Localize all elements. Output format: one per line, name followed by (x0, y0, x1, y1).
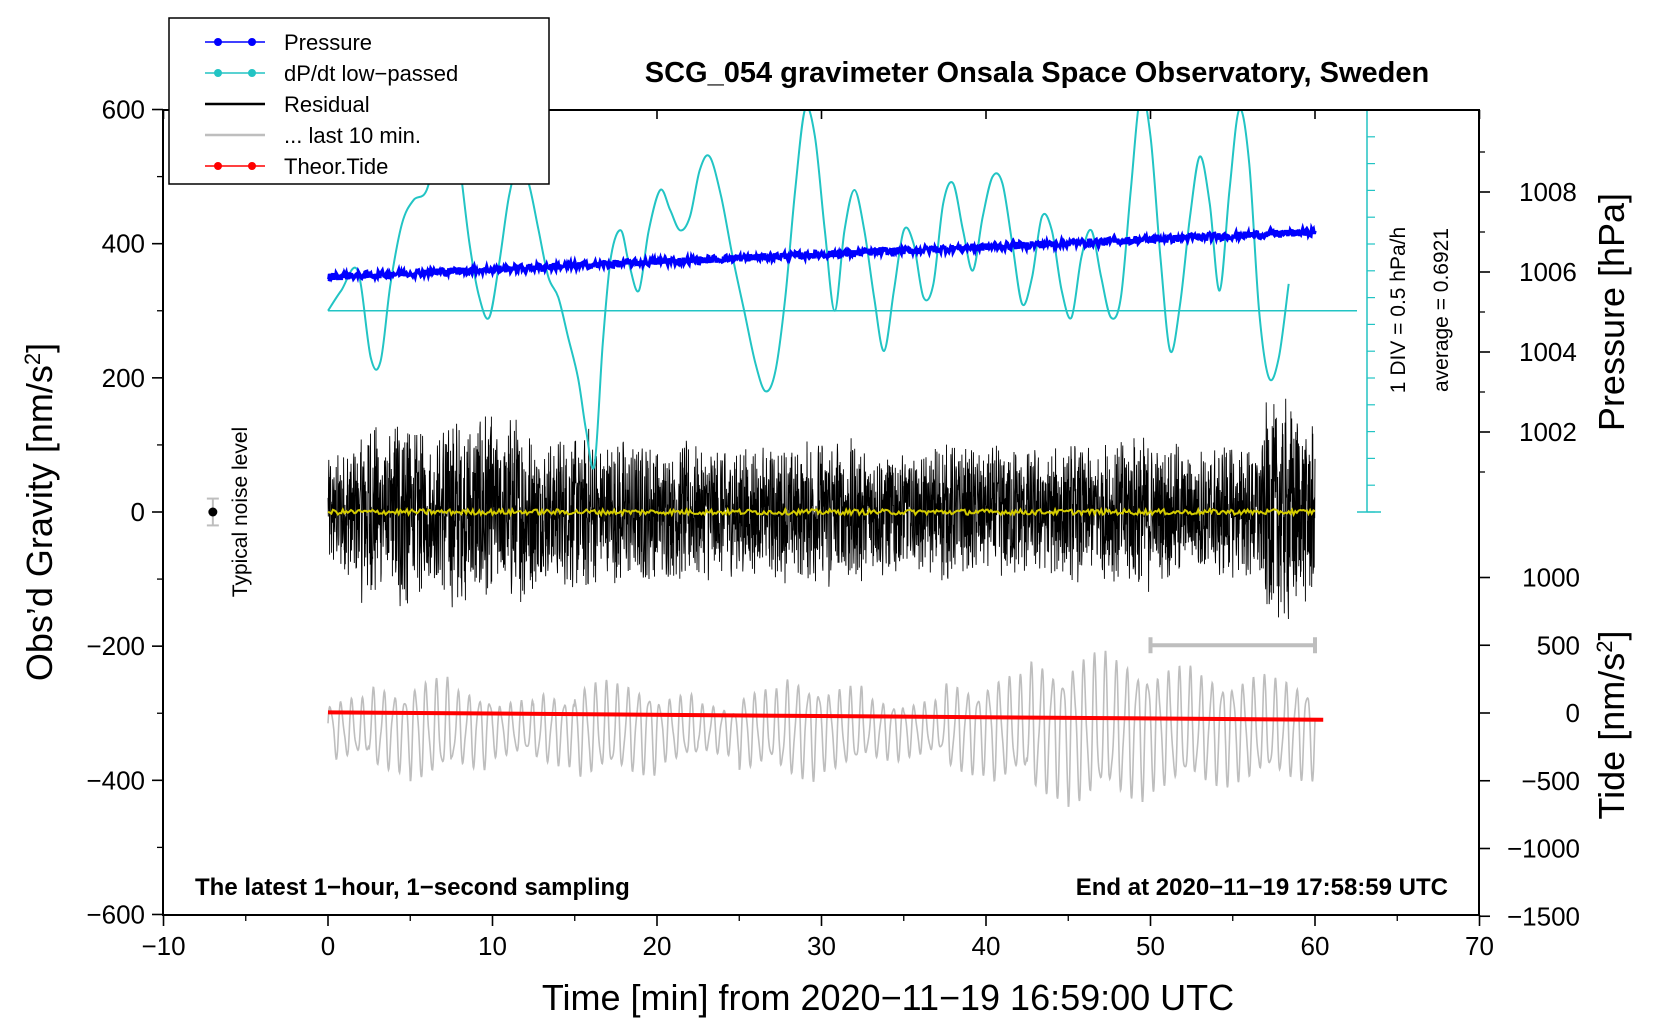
legend-marker (248, 162, 256, 170)
dpdt-series (327, 109, 1381, 513)
y-left-tick-label: −200 (86, 631, 145, 661)
tide-label-sup: 2 (1592, 641, 1617, 653)
y-left-tick-label: 200 (102, 363, 145, 393)
sampling-note: The latest 1−hour, 1−second sampling (195, 874, 630, 901)
tide-tick-label: −1500 (1507, 901, 1580, 931)
tide-label-main: Tide [nm/s (1591, 653, 1632, 820)
x-tick-label: 10 (478, 931, 507, 961)
tide-tick-label: −1000 (1507, 834, 1580, 864)
last-10-min-series (327, 650, 1316, 807)
x-tick-label: 0 (321, 931, 335, 961)
residual-series (327, 398, 1316, 620)
legend-label: dP/dt low−passed (284, 61, 458, 86)
pressure-tick-label: 1006 (1519, 257, 1577, 287)
pressure-tick-label: 1004 (1519, 337, 1577, 367)
y-left-tick-label: −400 (86, 765, 145, 795)
div-scale-label: 1 DIV = 0.5 hPa/h (1387, 227, 1410, 393)
average-label: average = 0.6921 (1430, 228, 1453, 392)
pressure-tick-label: 1002 (1519, 417, 1577, 447)
tide-tick-label: 0 (1566, 698, 1580, 728)
x-tick-label: 60 (1301, 931, 1330, 961)
y-right-pressure-label: Pressure [hPa] (1591, 193, 1632, 431)
pressure-line (327, 222, 1317, 284)
pressure-series (327, 222, 1317, 284)
x-tick-label: 30 (807, 931, 836, 961)
legend-box (168, 17, 550, 185)
noise-level-point (208, 507, 218, 517)
legend-label: Residual (284, 92, 370, 117)
y-left-label-sup: 2 (20, 353, 45, 365)
end-time-note: End at 2020−11−19 17:58:59 UTC (1076, 874, 1448, 901)
y-right-tide-label: Tide [nm/s2] (1591, 631, 1632, 820)
x-tick-label: 70 (1465, 931, 1494, 961)
y-left-label-main: Obs’d Gravity [nm/s (19, 365, 60, 681)
axes-ticks: −10 0 10 20 30 40 50 60 70 −600 −400 −200 0 200 400 600… (86, 95, 1580, 961)
legend-label: ... last 10 min. (284, 123, 421, 148)
tide-label-close: ] (1591, 631, 1632, 641)
x-tick-label: 50 (1136, 931, 1165, 961)
x-tick-label: −10 (141, 931, 185, 961)
annotations: SCG_054 gravimeter Onsala Space Observat… (19, 57, 1632, 1018)
legend-marker (214, 162, 222, 170)
legend-marker (248, 38, 256, 46)
legend-label: Pressure (284, 30, 372, 55)
y-left-label-close: ] (19, 343, 60, 353)
residual-line (327, 398, 1316, 620)
tide-tick-label: −500 (1521, 766, 1580, 796)
legend-label: Theor.Tide (284, 154, 388, 179)
last-10-min-line (327, 650, 1316, 807)
y-left-tick-label: 0 (131, 497, 145, 527)
legend-marker (248, 69, 256, 77)
legend-marker (214, 38, 222, 46)
chart-title: SCG_054 gravimeter Onsala Space Observat… (645, 57, 1429, 89)
x-tick-label: 20 (643, 931, 672, 961)
y-left-tick-label: 600 (102, 95, 145, 125)
residual-smoothed-series (327, 506, 1316, 518)
noise-level-label: Typical noise level (229, 427, 252, 597)
pressure-tick-label: 1008 (1519, 177, 1577, 207)
dpdt-line (327, 110, 1290, 470)
tide-line (327, 710, 1324, 722)
legend-marker (214, 69, 222, 77)
x-tick-label: 40 (972, 931, 1001, 961)
y-left-axis-label: Obs’d Gravity [nm/s2] (19, 343, 60, 681)
x-axis-label: Time [min] from 2020−11−19 16:59:00 UTC (542, 977, 1234, 1018)
y-left-tick-label: 400 (102, 229, 145, 259)
theoretical-tide-series (327, 710, 1324, 722)
legend: Pressure dP/dt low−passed Residual ... last… (168, 17, 550, 185)
tide-tick-label: 1000 (1522, 563, 1580, 593)
tide-tick-label: 500 (1537, 630, 1580, 660)
residual-smoothed-line (327, 506, 1316, 518)
y-left-tick-label: −600 (86, 899, 145, 929)
